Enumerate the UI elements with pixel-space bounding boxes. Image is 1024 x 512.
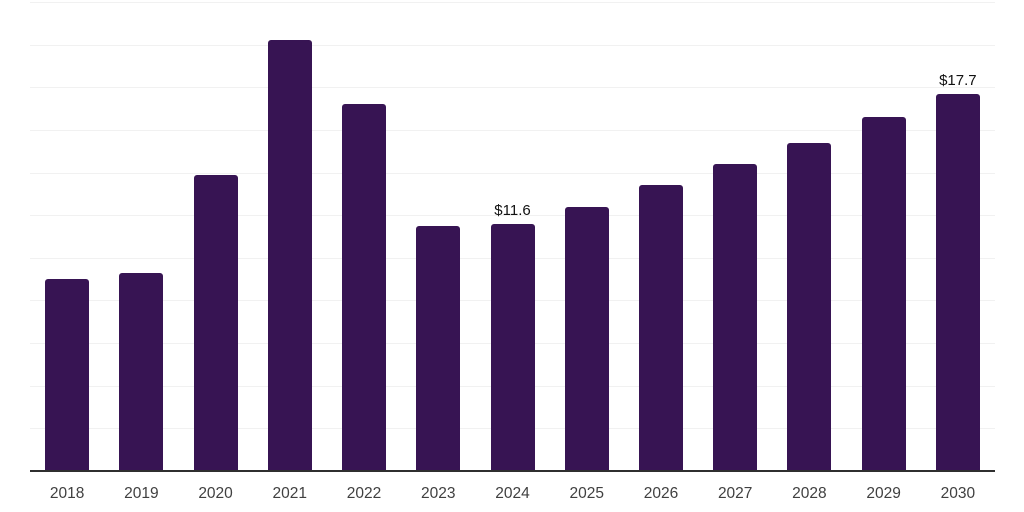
chart-bar-2022 [342, 104, 387, 471]
chart-bar-2018 [45, 279, 90, 471]
x-tick-label-2018: 2018 [49, 485, 85, 502]
gridline [30, 172, 995, 174]
x-tick-label-2022: 2022 [346, 485, 382, 502]
chart-bar-2023 [416, 225, 461, 471]
gridline [30, 44, 995, 46]
chart-bar-2019 [119, 272, 164, 471]
chart-bar-2028 [787, 142, 832, 471]
x-tick-label-2024: 2024 [495, 485, 530, 502]
gridline [30, 129, 995, 131]
x-tick-label-2027: 2027 [717, 485, 753, 502]
x-axis-line [30, 470, 995, 472]
chart-bar-2025 [564, 206, 609, 471]
chart-bar-2029 [861, 117, 906, 471]
x-tick-label-2030: 2030 [940, 485, 976, 502]
chart-bar-2024 [490, 223, 535, 471]
x-tick-label-2019: 2019 [124, 485, 159, 502]
chart-bar-2026 [638, 185, 683, 471]
x-tick-label-2021: 2021 [272, 485, 308, 502]
x-tick-label-2023: 2023 [421, 485, 456, 502]
gridline [30, 87, 995, 89]
x-tick-label-2028: 2028 [792, 485, 827, 502]
chart-bar-2020 [193, 174, 238, 471]
chart-bar-2030 [935, 93, 980, 471]
value-label-2030: $17.7 [939, 71, 977, 89]
value-label-2024: $11.6 [494, 201, 531, 219]
gridline [30, 215, 995, 217]
chart-bar-2021 [267, 40, 312, 471]
x-tick-label-2020: 2020 [198, 485, 233, 502]
x-tick-label-2025: 2025 [569, 485, 604, 502]
gridline [30, 2, 995, 3]
x-tick-label-2029: 2029 [866, 485, 901, 502]
x-tick-label-2026: 2026 [643, 485, 679, 502]
plot-area: $11.6 $17.7 [30, 2, 995, 471]
chart-bar-2027 [713, 164, 758, 471]
